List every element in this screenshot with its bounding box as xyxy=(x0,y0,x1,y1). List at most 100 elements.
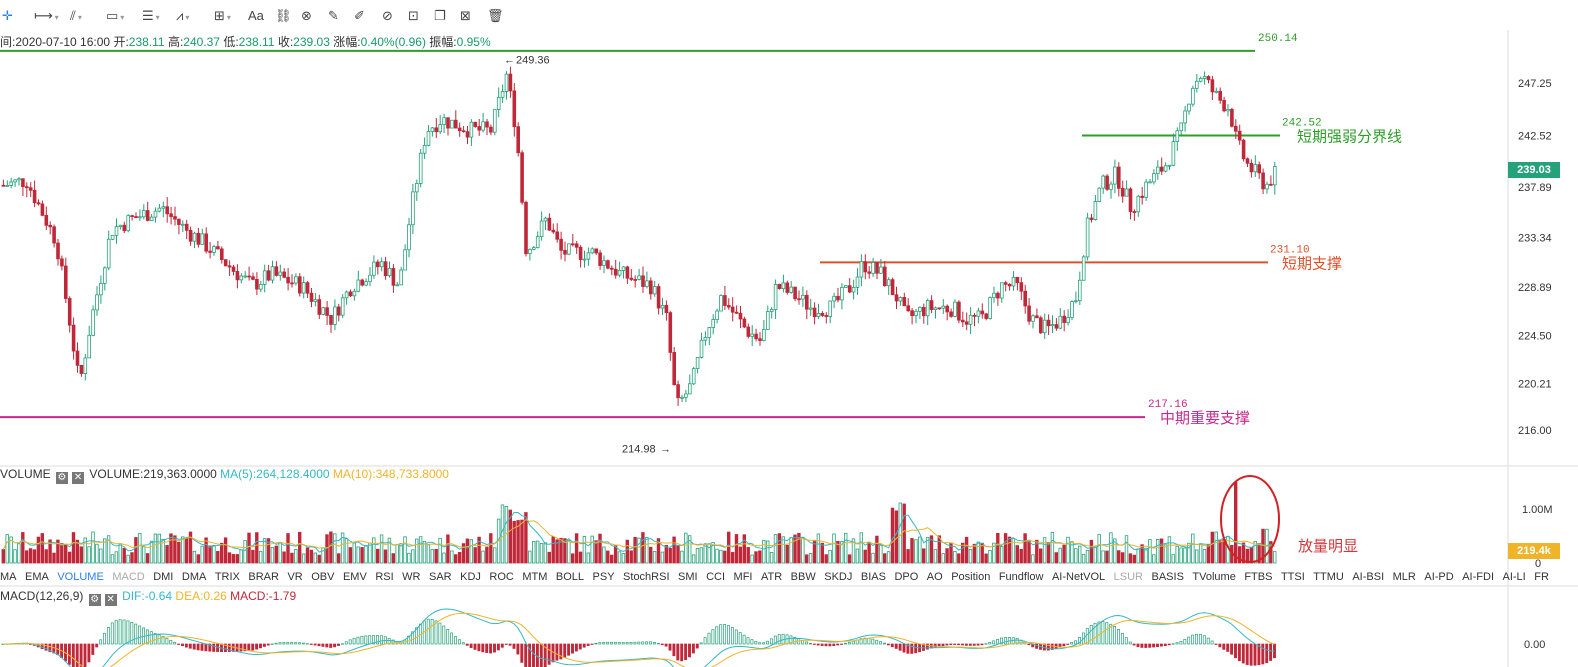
macd-histogram-bar xyxy=(1120,632,1124,645)
indicator-tab[interactable]: OBV xyxy=(311,571,335,583)
indicator-tab[interactable]: TTMU xyxy=(1313,571,1344,583)
volume-bar xyxy=(785,544,789,564)
eye-icon[interactable]: ⊘ xyxy=(382,8,393,23)
indicator-tab[interactable]: LSUR xyxy=(1113,571,1143,583)
close-icon[interactable]: ✕ xyxy=(72,472,85,484)
candle-body xyxy=(9,181,14,186)
volume-bar xyxy=(867,541,871,564)
indicator-tab[interactable]: PSY xyxy=(592,571,615,583)
image-icon[interactable]: ⊠ xyxy=(460,8,471,23)
candle-body xyxy=(1062,315,1067,323)
indicator-tab[interactable]: BRAR xyxy=(248,571,279,583)
chevron-down-icon[interactable]: ▾ xyxy=(155,13,160,22)
pattern-tool-icon[interactable]: ⛓ xyxy=(275,8,292,23)
measure-grid-icon[interactable]: ⊞ ▾ xyxy=(214,8,231,23)
indicator-tab[interactable]: Position xyxy=(951,571,991,583)
chevron-down-icon[interactable]: ▾ xyxy=(185,13,190,22)
indicator-tab[interactable]: SAR xyxy=(428,571,452,583)
trend-lines-icon[interactable]: ⫽ ▾ xyxy=(70,8,82,23)
indicator-tab[interactable]: ROC xyxy=(489,571,514,583)
macd-histogram-bar xyxy=(317,643,321,647)
indicator-tab[interactable]: MACD xyxy=(112,571,145,583)
indicator-tab[interactable]: AI-NetVOL xyxy=(1051,571,1106,583)
close-icon[interactable]: ✕ xyxy=(104,594,117,606)
indicator-tab[interactable]: EMA xyxy=(25,571,49,583)
indicator-tab[interactable]: ATR xyxy=(760,571,783,583)
settings-icon[interactable]: ⚙ xyxy=(56,472,69,484)
macd-histogram-bar xyxy=(1136,643,1140,648)
indicator-tab[interactable]: WR xyxy=(402,571,421,583)
indicator-tab[interactable]: MTM xyxy=(522,571,548,583)
candle-body xyxy=(582,258,587,261)
indicator-tab[interactable]: BOLL xyxy=(555,571,585,583)
indicator-tab[interactable]: MFI xyxy=(733,571,753,583)
macd-histogram-bar xyxy=(762,642,766,645)
macd-histogram-bar xyxy=(434,620,438,645)
candle-body xyxy=(356,279,361,292)
indicator-tab[interactable]: MA xyxy=(0,571,17,583)
indicator-tab[interactable]: TRIX xyxy=(214,571,240,583)
indicator-tab[interactable]: TVolume xyxy=(1192,571,1236,583)
chevron-down-icon[interactable]: ▾ xyxy=(226,13,231,22)
macd-histogram-bar xyxy=(465,643,469,646)
indicator-tab[interactable]: Fundflow xyxy=(998,571,1044,583)
volume-bar xyxy=(1058,547,1062,564)
indicator-tab[interactable]: VR xyxy=(287,571,303,583)
pen-icon[interactable]: ✐ xyxy=(354,8,365,23)
volume-bar xyxy=(1089,539,1094,564)
settings-icon[interactable]: ⚙ xyxy=(88,594,101,606)
chevron-down-icon[interactable]: ▾ xyxy=(54,13,59,22)
indicator-tab[interactable]: AI-PD xyxy=(1424,571,1454,583)
indicator-tab[interactable]: CCI xyxy=(706,571,726,583)
trash-icon[interactable]: 🗑 xyxy=(487,8,504,23)
rectangle-icon[interactable]: ▭ ▾ xyxy=(106,8,125,23)
volume-bar xyxy=(258,551,263,564)
indicator-tab[interactable]: AI-LI xyxy=(1502,571,1526,583)
ray-line-icon[interactable]: ⟼ ▾ xyxy=(34,8,59,23)
candle-body xyxy=(453,119,458,129)
candle-body xyxy=(173,216,177,220)
indicator-tab[interactable]: BASIS xyxy=(1151,571,1184,583)
indicator-tab[interactable]: DPO xyxy=(894,571,919,583)
wave-pattern-icon[interactable]: ⩘ ▾ xyxy=(176,8,190,23)
lock-icon[interactable]: ⊡ xyxy=(408,8,419,23)
volume-bar xyxy=(941,553,945,564)
indicator-tab[interactable]: StochRSI xyxy=(623,571,670,583)
indicator-tab[interactable]: TTSI xyxy=(1280,571,1305,583)
magnet-icon[interactable]: ⊗ xyxy=(301,8,312,23)
indicator-tab[interactable]: EMV xyxy=(342,571,367,583)
indicator-tab[interactable]: SKDJ xyxy=(824,571,853,583)
indicator-tab[interactable]: MLR xyxy=(1392,571,1416,583)
copy-icon[interactable]: ❐ xyxy=(434,8,446,23)
crosshair-icon[interactable]: ✛ xyxy=(2,8,13,23)
macd-histogram-bar xyxy=(1144,643,1148,648)
macd-histogram-bar xyxy=(914,643,918,654)
chevron-down-icon[interactable]: ▾ xyxy=(77,13,82,22)
indicator-tab[interactable]: BBW xyxy=(790,571,816,583)
indicator-tab[interactable]: VOLUME xyxy=(57,571,104,583)
indicator-tab[interactable]: RSI xyxy=(375,571,394,583)
macd-histogram-bar xyxy=(777,634,781,645)
chevron-down-icon[interactable]: ▾ xyxy=(120,13,125,22)
macd-histogram-bar xyxy=(243,643,247,652)
indicator-tab[interactable]: DMA xyxy=(181,571,207,583)
indicator-tab[interactable]: KDJ xyxy=(460,571,481,583)
volume-bar xyxy=(992,542,996,564)
indicator-tab[interactable]: BIAS xyxy=(860,571,886,583)
indicator-tab[interactable]: AI-FDI xyxy=(1462,571,1494,583)
indicator-tab[interactable]: SMI xyxy=(678,571,698,583)
indicator-tab[interactable]: AO xyxy=(926,571,943,583)
indicator-tab[interactable]: FR xyxy=(1534,571,1549,583)
indicator-tab[interactable]: FTBS xyxy=(1244,571,1273,583)
indicator-tab[interactable]: DMI xyxy=(153,571,174,583)
text-tool-icon[interactable]: Aa xyxy=(248,8,264,23)
candlestick-chart[interactable]: 250.14242.52短期强弱分界线231.10短期支撑217.16中期重要支… xyxy=(0,30,1578,667)
candle-body xyxy=(1027,305,1031,322)
volume-bar xyxy=(481,550,485,564)
candle-body xyxy=(321,307,325,315)
indicator-tab[interactable]: AI-BSI xyxy=(1352,571,1385,583)
candle-body xyxy=(196,232,201,245)
parallel-lines-icon[interactable]: ☰ ▾ xyxy=(142,8,160,23)
ruler-icon[interactable]: ✎ xyxy=(328,8,339,23)
volume-bar xyxy=(297,531,302,564)
